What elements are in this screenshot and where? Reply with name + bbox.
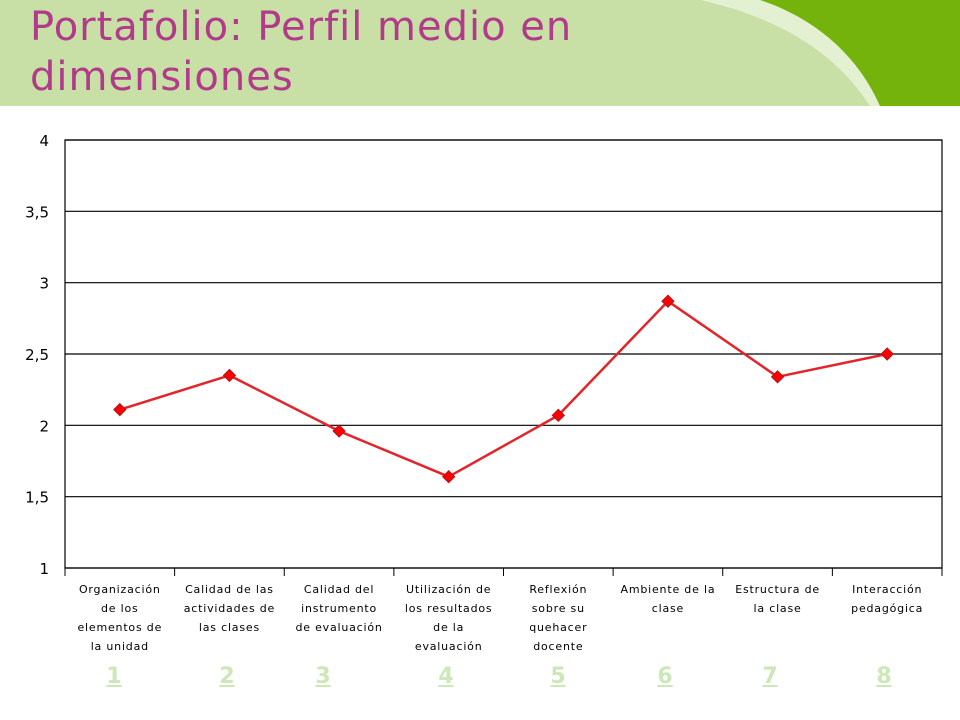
- grid-lines: [64, 139, 943, 569]
- page-title: Portafolio: Perfil medio en dimensiones: [30, 4, 573, 100]
- header-band: Portafolio: Perfil medio en dimensiones: [0, 0, 960, 106]
- x-category-label: Calidad del instrumento de evaluación: [295, 583, 382, 634]
- y-tick-label: 1,5: [25, 489, 49, 507]
- data-point-marker: [880, 347, 894, 361]
- slide-link-4[interactable]: 4: [438, 664, 454, 689]
- x-category-label: Reflexión sobre su quehacer docente: [529, 583, 587, 653]
- y-tick-label: 1: [39, 560, 49, 578]
- data-point-marker: [113, 402, 127, 417]
- x-category-label: Ambiente de la clase: [621, 583, 716, 615]
- data-point-marker: [332, 424, 346, 438]
- x-category-label: Organización de los elementos de la unidad: [77, 583, 162, 653]
- x-category-label: Calidad de las actividades de las clases: [184, 583, 275, 634]
- y-tick-label: 3: [39, 275, 49, 293]
- slide-links: 1 2 3 4 5 6 7 8: [0, 664, 960, 704]
- y-axis-ticks: 1 1,5 2 2,5 3 3,5 4: [25, 132, 49, 578]
- data-point-marker: [661, 294, 675, 308]
- series-line-path: [119, 299, 888, 478]
- line-chart: 1 1,5 2 2,5 3 3,5 4 Organización de los elemento…: [25, 132, 943, 653]
- y-tick-label: 4: [39, 132, 49, 150]
- header-background: [0, 0, 960, 106]
- x-category-label: Interacción pedagógica: [851, 583, 923, 615]
- x-category-label: Estructura de la clase: [735, 583, 820, 615]
- slide-link-2[interactable]: 2: [219, 664, 235, 689]
- slide-link-7[interactable]: 7: [762, 664, 778, 689]
- slide-link-5[interactable]: 5: [550, 664, 566, 689]
- x-axis-categories: Organización de los elementos de la unidad C…: [64, 568, 943, 653]
- series-markers: [113, 294, 894, 484]
- y-tick-label: 3,5: [25, 203, 49, 221]
- data-point-marker: [770, 370, 785, 384]
- slide-link-6[interactable]: 6: [657, 664, 673, 689]
- series-line: [119, 299, 888, 478]
- data-point-marker: [441, 469, 456, 484]
- slide-link-3[interactable]: 3: [315, 664, 331, 689]
- slide-link-1[interactable]: 1: [106, 664, 122, 689]
- data-point-marker: [551, 408, 566, 423]
- data-point-marker: [222, 368, 237, 383]
- y-tick-label: 2,5: [25, 346, 49, 364]
- y-tick-label: 2: [39, 417, 49, 435]
- x-category-label: Utilización de los resultados de la evaluac…: [405, 583, 493, 653]
- slide-link-8[interactable]: 8: [876, 664, 892, 689]
